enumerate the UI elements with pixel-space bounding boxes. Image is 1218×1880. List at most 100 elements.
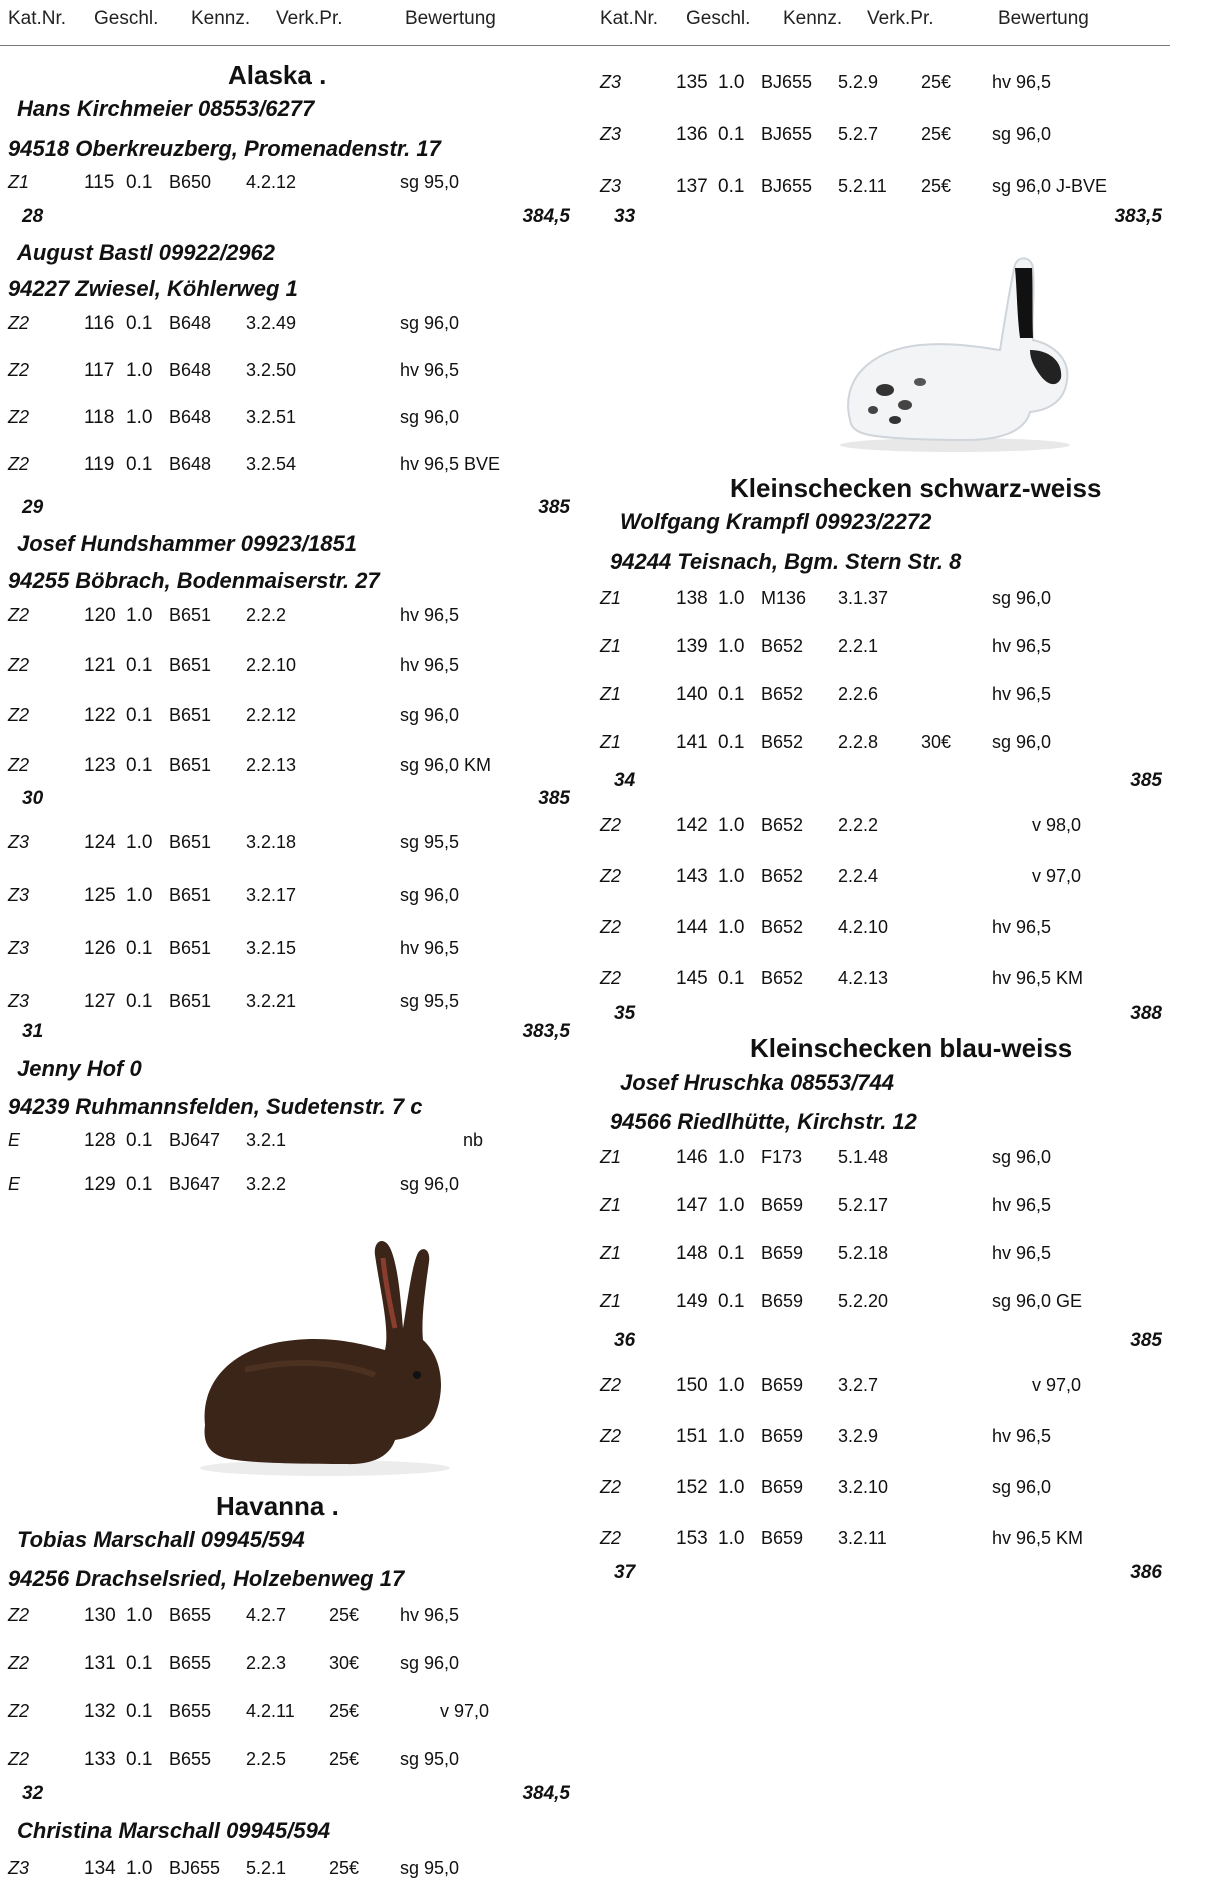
price: 25€: [921, 176, 952, 196]
sex: 0.1: [718, 732, 745, 753]
sex: 0.1: [126, 655, 153, 676]
tattoo: 5.2.9: [838, 72, 879, 92]
price: 25€: [329, 1749, 360, 1769]
sex: 0.1: [126, 1130, 153, 1151]
tag: B651: [169, 655, 212, 675]
breeder-total: 29 385: [0, 497, 600, 521]
sex: 0.1: [126, 705, 153, 726]
tattoo: 3.2.51: [246, 407, 297, 427]
tag: BJ655: [761, 124, 813, 144]
tattoo: 4.2.12: [246, 172, 297, 192]
rating: sg 96,0: [400, 407, 460, 427]
class-code: Z2: [8, 360, 30, 380]
class-code: Z2: [600, 1477, 622, 1497]
total-index: 35: [614, 1003, 636, 1024]
catalog-number: 145: [676, 968, 708, 989]
catalog-number: 136: [676, 124, 708, 145]
header-sex-left: Geschl.: [94, 8, 159, 29]
breeder-name: Hans Kirchmeier 08553/6277: [17, 96, 315, 121]
sex: 0.1: [126, 991, 153, 1012]
sex: 0.1: [126, 1653, 153, 1674]
class-code: Z1: [600, 1291, 622, 1311]
rating: sg 95,5: [400, 991, 460, 1011]
total-index: 34: [614, 770, 636, 791]
price: 30€: [921, 732, 952, 752]
table-row: Z3 126 0.1 B651 3.2.15 hv 96,5: [0, 938, 580, 960]
tattoo: 2.2.6: [838, 684, 879, 704]
section-title-kleinschecken-bw: Kleinschecken blau-weiss: [750, 1033, 1073, 1063]
tattoo: 3.2.11: [838, 1528, 887, 1548]
price: 25€: [329, 1858, 360, 1878]
sex: 1.0: [718, 1528, 745, 1549]
sex: 1.0: [718, 1375, 745, 1396]
class-code: Z1: [600, 732, 622, 752]
rating: hv 96,5: [400, 938, 460, 958]
tattoo: 3.2.21: [246, 991, 297, 1011]
header-tag-right: Kennz.: [783, 8, 843, 29]
total-index: 31: [22, 1021, 44, 1042]
table-row: Z2 152 1.0 B659 3.2.10 sg 96,0: [592, 1477, 1172, 1499]
table-row: Z3 127 0.1 B651 3.2.21 sg 95,5: [0, 991, 580, 1013]
class-code: Z1: [600, 1195, 622, 1215]
catalog-number: 146: [676, 1147, 708, 1168]
table-row: Z2 119 0.1 B648 3.2.54 hv 96,5 BVE: [0, 454, 580, 476]
catalog-number: 132: [84, 1701, 116, 1722]
catalog-number: 124: [84, 832, 116, 853]
tag: B652: [761, 866, 804, 886]
table-row: Z3 135 1.0 BJ655 5.2.9 25€ hv 96,5: [592, 72, 1172, 94]
class-code: Z3: [8, 885, 30, 905]
sex: 1.0: [718, 1477, 745, 1498]
tattoo: 2.2.2: [246, 605, 287, 625]
sex: 1.0: [718, 72, 745, 93]
header-sex-right: Geschl.: [686, 8, 751, 29]
table-row: Z2 116 0.1 B648 3.2.49 sg 96,0: [0, 313, 580, 335]
breeder-name: Tobias Marschall 09945/594: [17, 1527, 305, 1552]
rating: hv 96,5 BVE: [400, 454, 501, 474]
sex: 1.0: [718, 588, 745, 609]
class-code: Z2: [8, 605, 30, 625]
tag: B651: [169, 938, 212, 958]
tag: B648: [169, 313, 212, 333]
catalog-number: 128: [84, 1130, 116, 1151]
class-code: Z2: [8, 705, 30, 725]
table-row: Z1 141 0.1 B652 2.2.8 30€ sg 96,0: [592, 732, 1172, 754]
breeder-total: 34 385: [592, 770, 1192, 794]
table-row: Z1 149 0.1 B659 5.2.20 sg 96,0 GE: [592, 1291, 1172, 1313]
tattoo: 2.2.13: [246, 755, 297, 775]
tag: B659: [761, 1426, 804, 1446]
sex: 1.0: [126, 832, 153, 853]
class-code: Z1: [600, 1243, 622, 1263]
header-rule: [0, 45, 1170, 46]
table-row: E 129 0.1 BJ647 3.2.2 sg 96,0: [0, 1174, 580, 1196]
catalog-number: 130: [84, 1605, 116, 1626]
catalog-number: 119: [84, 454, 115, 475]
section-title-havanna: Havanna .: [216, 1491, 339, 1521]
table-row: Z2 131 0.1 B655 2.2.3 30€ sg 96,0: [0, 1653, 580, 1675]
table-row: Z3 134 1.0 BJ655 5.2.1 25€ sg 95,0: [0, 1858, 580, 1880]
sex: 0.1: [126, 1174, 153, 1195]
catalog-number: 140: [676, 684, 708, 705]
table-row: Z2 117 1.0 B648 3.2.50 hv 96,5: [0, 360, 580, 382]
tag: B659: [761, 1291, 804, 1311]
catalog-number: 150: [676, 1375, 708, 1396]
rating: sg 95,0: [400, 172, 460, 192]
catalog-number: 116: [84, 313, 115, 334]
tag: B651: [169, 605, 212, 625]
tattoo: 5.1.48: [838, 1147, 889, 1167]
total-score: 388: [1130, 1003, 1162, 1024]
header-cat-left: Kat.Nr.: [8, 8, 67, 29]
catalog-number: 133: [84, 1749, 116, 1770]
table-row: Z2 118 1.0 B648 3.2.51 sg 96,0: [0, 407, 580, 429]
rating: hv 96,5: [992, 917, 1052, 937]
tag: M136: [761, 588, 807, 608]
sex: 0.1: [126, 1749, 153, 1770]
sex: 1.0: [126, 360, 153, 381]
table-row: Z2 121 0.1 B651 2.2.10 hv 96,5: [0, 655, 580, 677]
price: 25€: [329, 1701, 360, 1721]
tag: B652: [761, 732, 804, 752]
catalog-number: 123: [84, 755, 116, 776]
tattoo: 3.1.37: [838, 588, 889, 608]
breeder-address: 94518 Oberkreuzberg, Promenadenstr. 17: [8, 136, 441, 161]
sex: 0.1: [718, 968, 745, 989]
sex: 1.0: [718, 636, 745, 657]
